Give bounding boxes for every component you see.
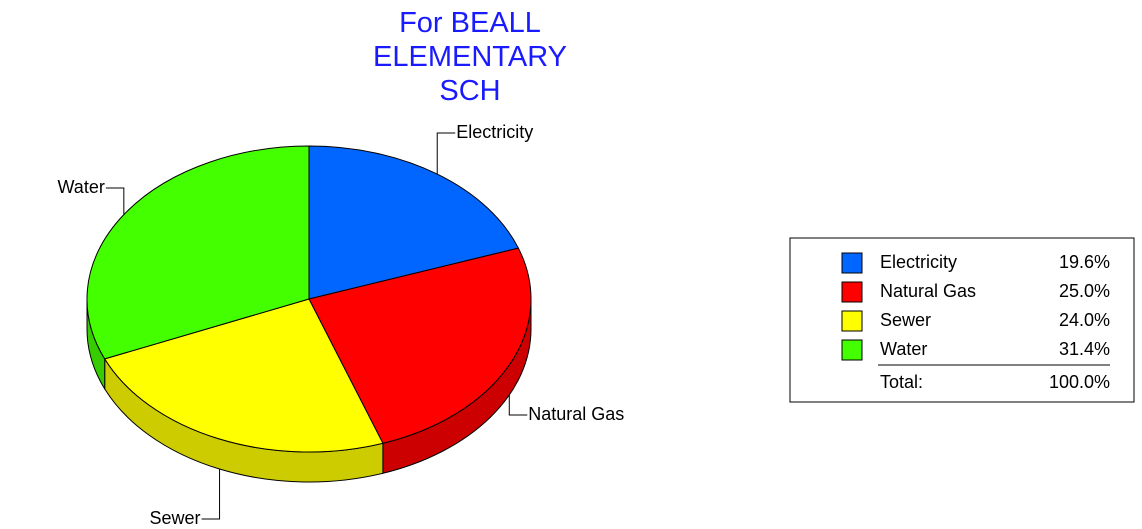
slice bbox=[86, 145, 310, 360]
slice-label: Electricity bbox=[456, 122, 533, 142]
legend-value: 31.4% bbox=[1059, 339, 1110, 359]
leader-line bbox=[201, 469, 221, 520]
legend-label: Electricity bbox=[880, 252, 957, 272]
leader-line bbox=[105, 187, 125, 215]
slice-label: Water bbox=[57, 177, 104, 197]
total-label: Total: bbox=[880, 372, 923, 392]
total-value: 100.0% bbox=[1049, 372, 1110, 392]
legend-label: Sewer bbox=[880, 310, 931, 330]
leader-line bbox=[508, 395, 528, 416]
slice bbox=[103, 298, 384, 453]
legend-swatch bbox=[841, 310, 863, 332]
legend-value: 25.0% bbox=[1059, 281, 1110, 301]
leader-line bbox=[436, 132, 456, 175]
legend-value: 24.0% bbox=[1059, 310, 1110, 330]
legend-label: Water bbox=[880, 339, 927, 359]
legend-value: 19.6% bbox=[1059, 252, 1110, 272]
legend-swatch bbox=[841, 339, 863, 361]
slice bbox=[308, 247, 532, 444]
legend-swatch bbox=[841, 281, 863, 303]
chart-title: For BEALL ELEMENTARY SCH bbox=[373, 7, 567, 107]
legend-label: Natural Gas bbox=[880, 281, 976, 301]
legend-swatch bbox=[841, 252, 863, 274]
slice-label: Natural Gas bbox=[528, 404, 624, 424]
slice-label: Sewer bbox=[150, 508, 201, 528]
